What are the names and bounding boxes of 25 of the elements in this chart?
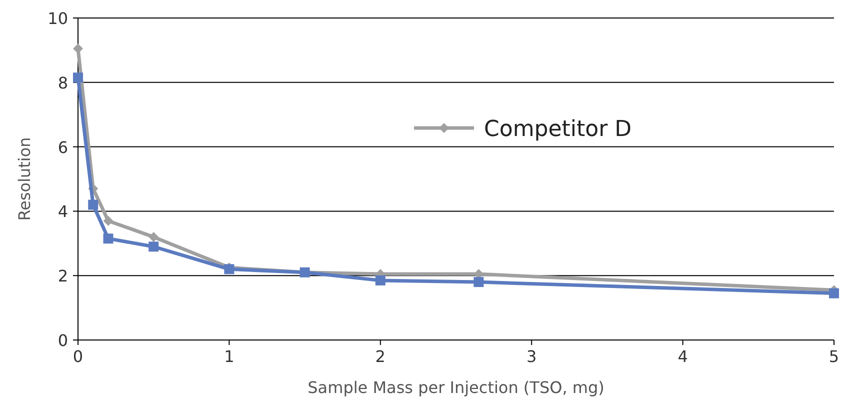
point	[103, 234, 114, 244]
y-tick-label: 0	[58, 331, 68, 350]
y-tick-label: 10	[48, 9, 68, 28]
y-tick-label: 6	[58, 138, 68, 157]
point	[88, 200, 98, 210]
y-tick-label: 4	[58, 202, 68, 222]
x-axis-title: Sample Mass per Injection (TSO, mg)	[308, 378, 604, 397]
x-tick-label: 0	[72, 347, 84, 366]
point	[829, 288, 839, 298]
point	[474, 277, 484, 288]
point	[73, 44, 83, 54]
x-tick-label: 2	[375, 347, 386, 366]
point	[73, 72, 83, 83]
point	[148, 242, 159, 252]
point	[375, 275, 386, 286]
x-tick-label: 4	[678, 347, 688, 366]
x-tick-label: 3	[526, 347, 537, 366]
y-axis-title: Resolution	[15, 137, 34, 221]
x-tick-label: 5	[828, 347, 840, 366]
point	[103, 216, 114, 226]
point	[148, 232, 159, 242]
x-tick-label: 1	[224, 347, 234, 366]
legend-label: Competitor D	[484, 117, 632, 142]
y-tick-label: 2	[58, 266, 68, 286]
y-tick-label: 8	[58, 73, 68, 92]
